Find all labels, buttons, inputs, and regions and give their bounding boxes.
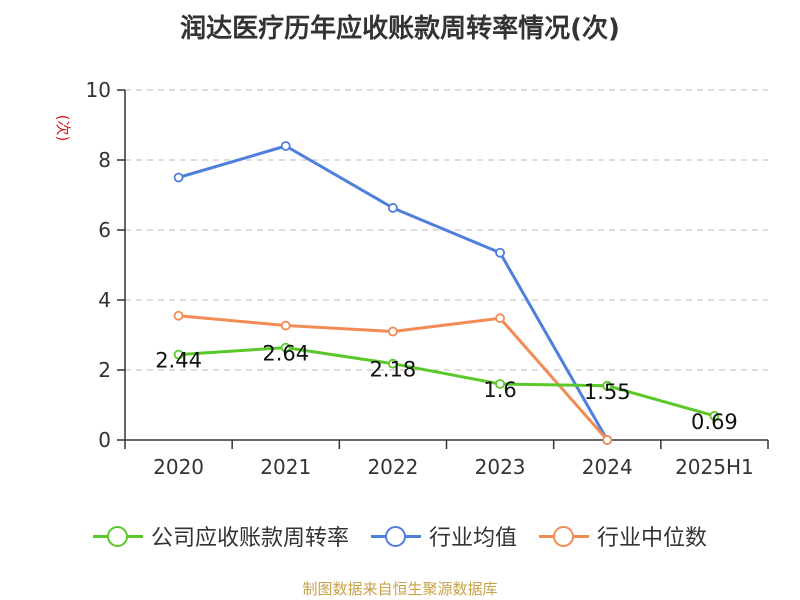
data-point xyxy=(173,310,184,321)
y-tick-label: 2 xyxy=(98,358,111,382)
legend-item-industry-median[interactable]: 行业中位数 xyxy=(539,520,707,552)
data-point xyxy=(495,313,505,324)
y-axis-label: (次) xyxy=(54,115,72,142)
x-tick-label: 2021 xyxy=(260,455,311,479)
legend-label-industry-average: 行业均值 xyxy=(428,526,517,551)
data-point xyxy=(709,410,720,421)
x-tick-label: 2020 xyxy=(153,455,204,479)
data-point xyxy=(280,342,291,353)
data-label: 2.18 xyxy=(370,358,417,382)
x-tick-label: 2024 xyxy=(582,455,633,479)
y-tick-label: 10 xyxy=(86,78,111,102)
data-source: 制图数据来自恒生聚源数据库 xyxy=(302,580,498,598)
data-point xyxy=(388,326,398,337)
legend-marker-industry-average xyxy=(370,526,421,547)
legend-marker-company xyxy=(92,526,143,547)
data-point xyxy=(173,349,184,360)
legend-label-industry-median: 行业中位数 xyxy=(597,526,708,551)
data-label: 0.69 xyxy=(691,410,738,434)
legend-marker-industry-median xyxy=(539,526,589,547)
legend-item-company[interactable]: 公司应收账款周转率 xyxy=(92,520,349,552)
data-point xyxy=(280,141,291,151)
data-point xyxy=(602,435,613,445)
data-point xyxy=(280,320,291,331)
legend-label-company: 公司应收账款周转率 xyxy=(150,526,349,551)
chart-title: 润达医疗历年应收账款周转率情况(次) xyxy=(180,14,620,44)
y-tick-label: 4 xyxy=(98,288,111,312)
series-line xyxy=(178,346,715,418)
legend-item-industry-average[interactable]: 行业均值 xyxy=(370,520,517,552)
x-tick-label: 2022 xyxy=(367,455,418,479)
data-label: 2.64 xyxy=(262,342,309,366)
data-point xyxy=(602,380,613,391)
x-tick-label: 2023 xyxy=(475,455,526,479)
data-point xyxy=(495,247,505,258)
legend: 公司应收账款周转率 行业均值 行业中位数 xyxy=(0,520,800,552)
data-label: 1.6 xyxy=(483,378,516,402)
data-label: 2.44 xyxy=(155,349,202,373)
x-tick-label: 2025H1 xyxy=(675,455,754,479)
series-line xyxy=(178,144,609,441)
y-tick-label: 8 xyxy=(98,148,111,172)
data-label: 1.55 xyxy=(584,380,631,404)
data-point xyxy=(388,203,398,213)
data-point xyxy=(173,172,184,183)
y-tick-label: 0 xyxy=(98,428,111,452)
y-tick-label: 6 xyxy=(98,218,111,242)
data-point xyxy=(495,379,505,389)
data-point xyxy=(388,358,398,369)
